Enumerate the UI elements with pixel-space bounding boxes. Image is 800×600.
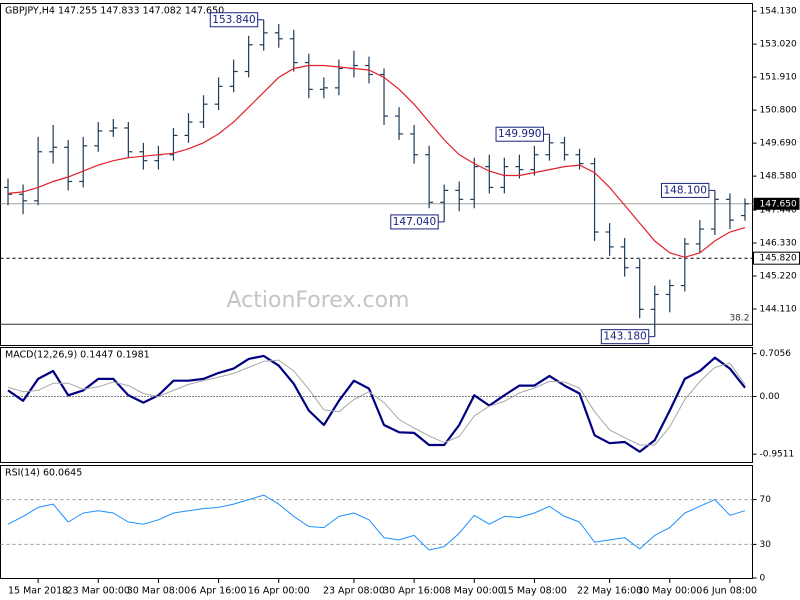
rsi-title: RSI(14) 60.0645 xyxy=(5,468,82,479)
x-tick-label: 30 Apr 16:00 xyxy=(383,586,445,597)
y-tick-label: 0.7056 xyxy=(760,349,792,359)
extreme-label: 149.990 xyxy=(498,128,541,140)
x-tick-label: 6 Jun 08:00 xyxy=(703,586,757,597)
x-tick-label: 8 May 00:00 xyxy=(445,586,504,597)
y-tick-label: 148.580 xyxy=(760,172,797,182)
price-panel-frame xyxy=(0,3,753,346)
y-tick-label: 147.440 xyxy=(760,206,797,216)
y-tick-label: 153.020 xyxy=(760,40,797,50)
macd-title: MACD(12,26,9) 0.1447 0.1981 xyxy=(5,350,150,361)
watermark: ActionForex.com xyxy=(227,288,410,313)
x-tick-label: 22 May 16:00 xyxy=(577,586,642,597)
x-tick-label: 30 Mar 08:00 xyxy=(127,586,190,597)
y-tick-label: -0.9511 xyxy=(760,450,795,460)
x-tick-label: 23 Apr 08:00 xyxy=(323,586,385,597)
x-tick-label: 16 Apr 00:00 xyxy=(248,586,310,597)
indicator-line xyxy=(7,494,746,551)
y-tick-label: 149.690 xyxy=(760,139,797,149)
extreme-label: 147.040 xyxy=(393,216,436,228)
x-tick-label: 15 May 08:00 xyxy=(502,586,567,597)
extreme-box xyxy=(209,12,259,28)
y-tick-label: 0.00 xyxy=(760,392,780,402)
fibo-label: 38.2 xyxy=(729,314,749,324)
indicator-line xyxy=(7,354,746,453)
indicator-line xyxy=(7,359,746,446)
y-tick-label: 144.110 xyxy=(760,305,797,315)
y-tick-label: 70 xyxy=(760,495,772,505)
y-tick-label: 30 xyxy=(760,540,772,550)
extreme-label: 148.100 xyxy=(663,184,706,196)
x-tick-label: 15 Mar 2018 xyxy=(8,586,68,597)
x-tick-label: 6 Apr 16:00 xyxy=(191,586,247,597)
x-tick-label: 23 Mar 00:00 xyxy=(67,586,130,597)
last-price-tag-label: 147.650 xyxy=(760,199,797,209)
extreme-label: 143.180 xyxy=(603,331,646,343)
extreme-label: 153.840 xyxy=(212,14,255,26)
rsi-panel-frame xyxy=(0,465,753,579)
y-tick-label: 150.800 xyxy=(760,106,797,116)
y-tick-label: 151.910 xyxy=(760,73,797,83)
y-tick-label: 154.130 xyxy=(760,7,797,17)
moving-average xyxy=(7,64,746,258)
macd-panel-frame xyxy=(0,347,753,463)
y-tick-label: 145.220 xyxy=(760,272,797,282)
price-title: GBPJPY,H4 147.255 147.833 147.082 147.65… xyxy=(5,6,224,17)
support-tag-label: 145.820 xyxy=(760,254,797,264)
y-tick-label: 0 xyxy=(760,574,766,584)
last-price-tag xyxy=(753,197,800,210)
x-tick-label: 30 May 00:00 xyxy=(637,586,702,597)
y-tick-label: 146.330 xyxy=(760,239,797,249)
